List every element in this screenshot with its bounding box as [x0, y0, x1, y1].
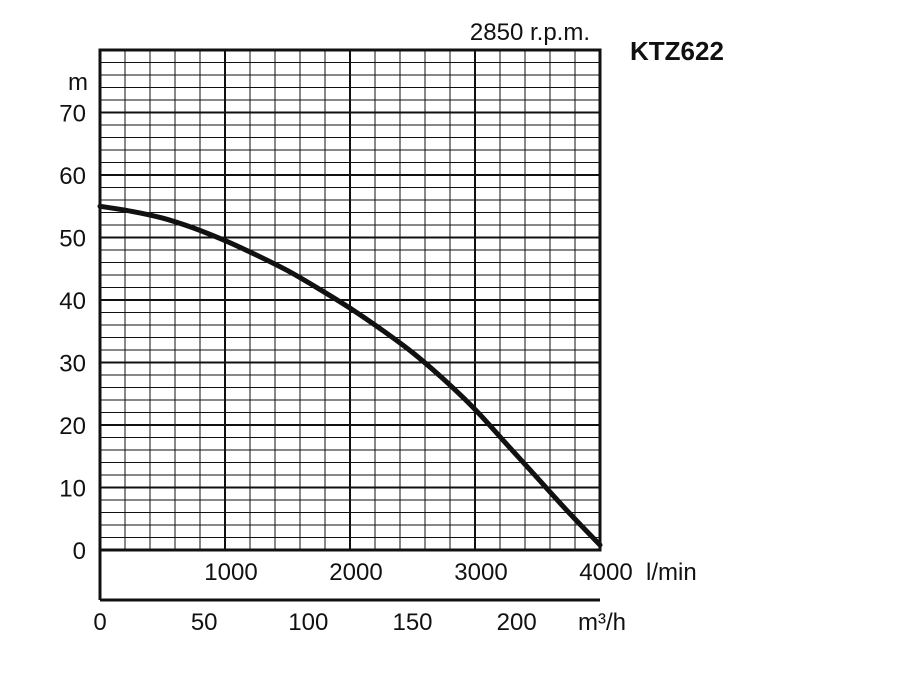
x2-tick-label: 150: [392, 609, 432, 636]
major-grid: [100, 50, 600, 550]
x2-tick-label: 100: [288, 609, 328, 636]
y-tick-labels: 0 10 20 30 40 50 60 70: [59, 101, 86, 566]
x-axis-unit: l/min: [646, 559, 697, 586]
y-tick-label: 70: [59, 101, 86, 128]
y-axis-label: m: [68, 69, 88, 96]
x2-tick-label: 200: [497, 609, 537, 636]
y-tick-label: 20: [59, 413, 86, 440]
x-tick-label: 3000: [454, 559, 507, 586]
x2-tick-label: 50: [191, 609, 218, 636]
y-tick-label: 60: [59, 163, 86, 190]
x-tick-label: 2000: [329, 559, 382, 586]
x-tick-labels: 1000 2000 3000 4000: [204, 559, 632, 586]
y-tick-label: 40: [59, 288, 86, 315]
y-tick-label: 0: [73, 538, 86, 565]
y-tick-label: 30: [59, 351, 86, 378]
y-tick-label: 10: [59, 476, 86, 503]
head-flow-curve: [97, 203, 603, 548]
x2-tick-label: 0: [93, 609, 106, 636]
chart-subtitle: 2850 r.p.m.: [470, 19, 590, 46]
x-tick-label: 4000: [579, 559, 632, 586]
x2-axis-unit: m³/h: [578, 609, 626, 636]
chart-title: KTZ622: [630, 36, 724, 66]
secondary-x-tick-labels: 0 50 100 150 200: [93, 609, 536, 636]
y-tick-label: 50: [59, 226, 86, 253]
x-tick-label: 1000: [204, 559, 257, 586]
